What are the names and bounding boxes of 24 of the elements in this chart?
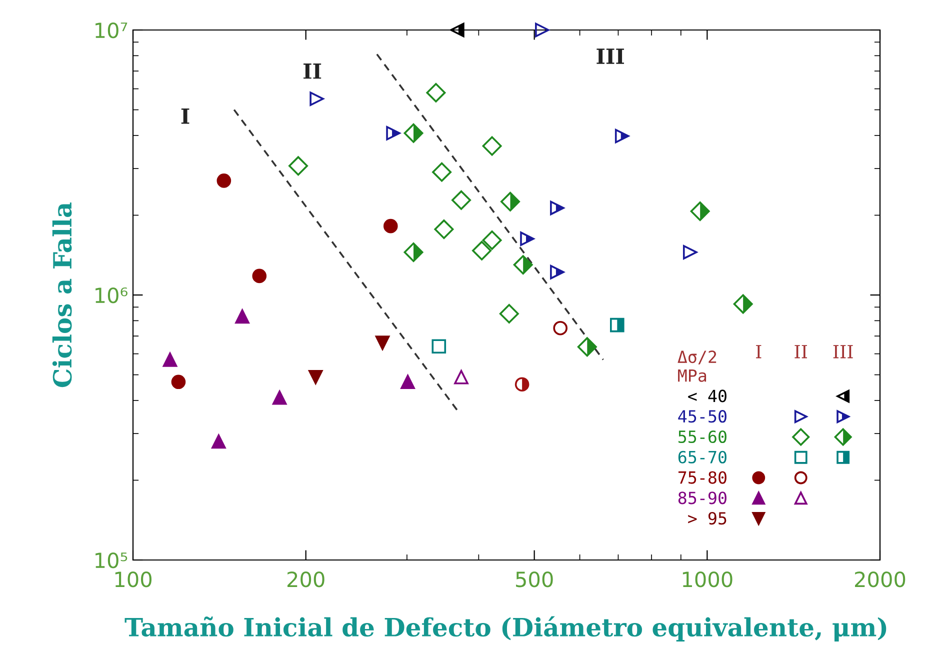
text: 55-60	[678, 430, 726, 444]
text: < 40	[688, 390, 726, 402]
legend-label: 75-80	[678, 471, 726, 484]
annotation: III	[596, 48, 624, 64]
x-tick-label: 500	[516, 571, 553, 588]
annotation: II	[304, 63, 322, 79]
legend-title: Δσ/2 MPa	[678, 350, 716, 382]
text: 65-70	[678, 450, 726, 464]
x-tick-label: 1000	[682, 571, 732, 588]
annotation: II	[794, 345, 807, 358]
annotation: I	[756, 345, 762, 358]
y-tick-label: 10⁶	[96, 287, 128, 304]
legend-label: > 95	[688, 512, 726, 525]
text: 45-50	[678, 410, 726, 423]
x-tick-label: 100	[115, 571, 152, 588]
y-tick-label: 10⁷	[96, 22, 128, 38]
annotation: I	[181, 108, 190, 124]
x-axis-title: Tamaño Inicial de Defecto (Diámetro equivalente, μm)	[124, 616, 886, 642]
legend-label: 85-90	[678, 492, 726, 504]
x-tick-label: 200	[287, 571, 324, 588]
y-tick-label: 10⁵	[96, 552, 128, 568]
annotation: III	[833, 345, 853, 358]
x-tick-label: 2000	[855, 571, 906, 588]
y-axis-title: Ciclos a Falla	[52, 202, 72, 388]
